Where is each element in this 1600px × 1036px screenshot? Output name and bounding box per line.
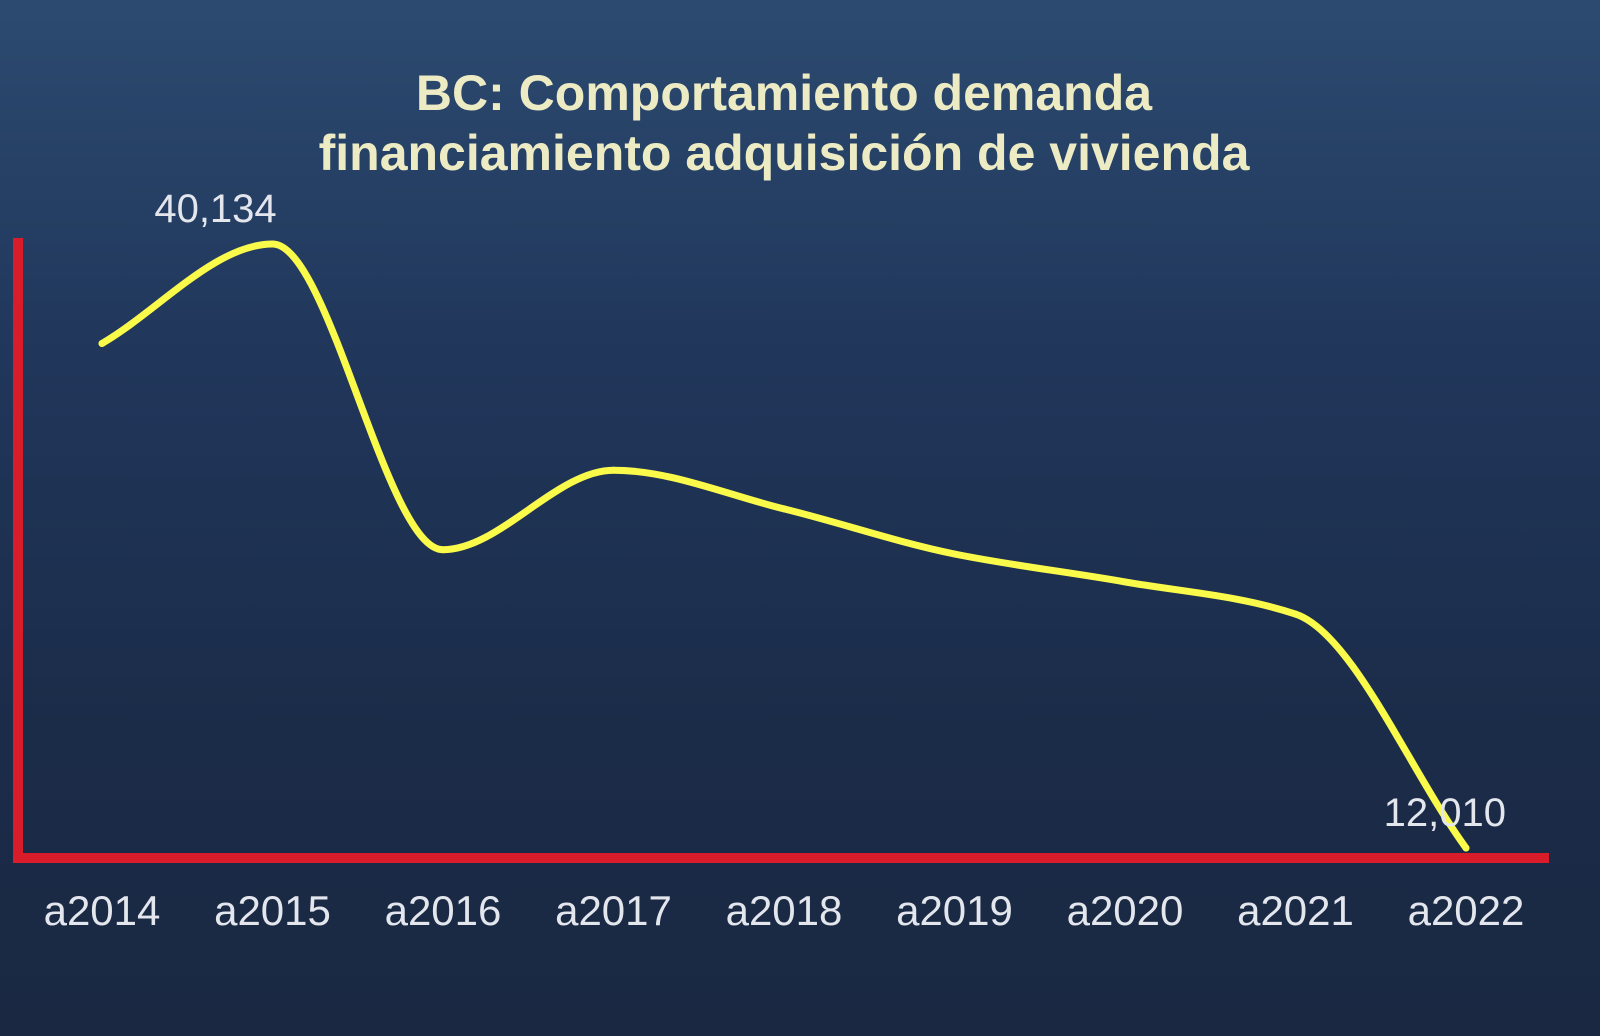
x-tick-labels: a2014 a2015 a2016 a2017 a2018 a2019 a2020 a2021… [44, 887, 1525, 934]
data-point-a2019 [951, 550, 958, 558]
x-tick-label-a2020: a2020 [1067, 887, 1184, 934]
chart-title-line-2: financiamiento adquisición de vivienda [319, 125, 1251, 181]
data-point-a2020 [1121, 578, 1129, 586]
data-labels: 40,134 12,010 [154, 187, 1506, 835]
x-tick-label-a2018: a2018 [726, 887, 843, 934]
x-tick-label-a2014: a2014 [44, 887, 161, 934]
data-point-a2016 [439, 546, 447, 554]
x-tick-label-a2021: a2021 [1237, 887, 1354, 934]
series-line [98, 240, 1470, 852]
data-point-a2021 [1292, 610, 1299, 618]
x-tick-label-a2022: a2022 [1408, 887, 1525, 934]
data-label-a2015: 40,134 [154, 187, 276, 231]
x-tick-label-a2019: a2019 [896, 887, 1013, 934]
data-point-a2017 [610, 466, 617, 474]
data-point-a2022 [1462, 844, 1470, 852]
chart-title-line-1: BC: Comportamiento demanda [416, 65, 1153, 121]
x-tick-label-a2017: a2017 [555, 887, 672, 934]
data-label-a2022: 12,010 [1384, 791, 1506, 835]
data-point-a2015 [269, 240, 276, 248]
x-tick-label-a2015: a2015 [214, 887, 331, 934]
data-points [98, 240, 1470, 852]
data-point-a2018 [780, 505, 788, 513]
x-tick-label-a2016: a2016 [385, 887, 502, 934]
data-point-a2014 [98, 340, 106, 347]
